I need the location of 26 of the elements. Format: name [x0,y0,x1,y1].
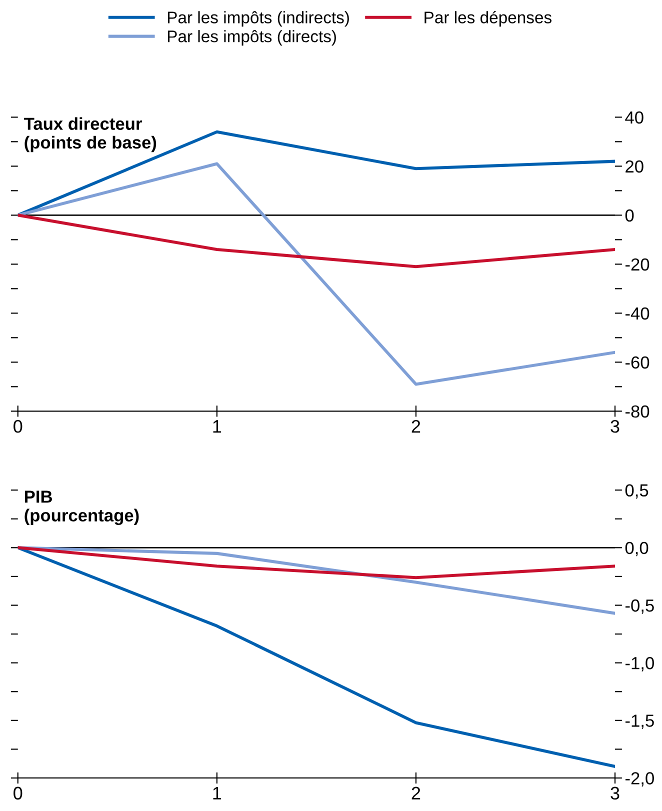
y-tick-label: 0,5 [625,484,648,499]
y-tick-label: 0 [625,209,634,222]
legend-label: Par les impôts (directs) [168,30,336,46]
y-tick-label: -2,0 [625,772,654,787]
legend-label: Par les impôts (indirects) [168,11,349,27]
x-tick-label: 3 [610,420,620,433]
y-tick-label: -80 [625,405,650,418]
y-tick-label: -20 [625,258,650,271]
x-tick-label: 3 [610,786,620,800]
legend-label: Par les dépenses [424,10,552,27]
text: PIB (pourcentage) [24,490,139,526]
y-tick-label: 0,0 [625,542,648,556]
y-tick-label: -1,0 [625,657,654,672]
y-tick-label: 40 [625,111,644,124]
x-tick-label: 0 [14,786,22,800]
x-tick-label: 2 [412,786,420,800]
y-tick-label: -40 [625,307,650,320]
x-tick-label: 1 [213,420,222,433]
y-tick-label: -1,5 [625,714,654,729]
text: Taux directeur (points de base) [24,117,156,152]
y-tick-label: -60 [625,356,650,369]
y-tick-label: 20 [626,160,644,173]
y-tick-label: -0,5 [625,599,654,614]
x-tick-label: 2 [412,420,420,433]
x-tick-label: 0 [14,420,22,433]
x-tick-label: 1 [213,786,222,800]
